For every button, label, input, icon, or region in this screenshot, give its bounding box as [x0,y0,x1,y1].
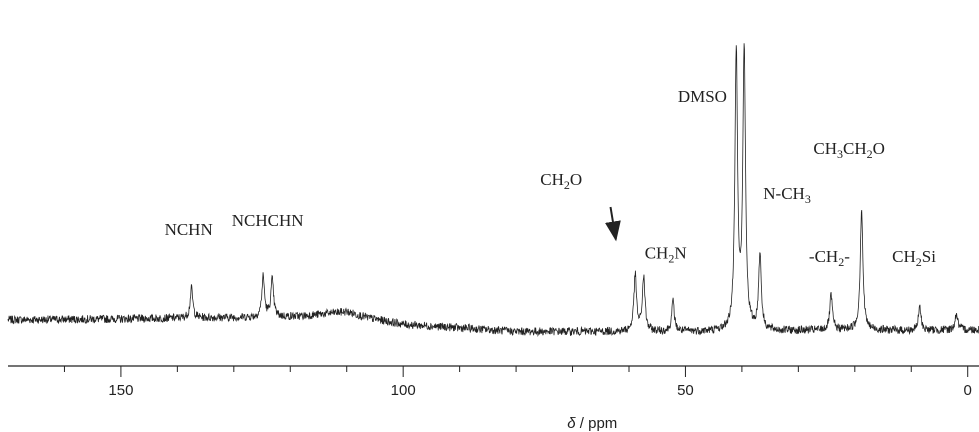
ch2o-arrow [605,206,621,242]
peak-annotations: NCHN NCHCHN CH2O CH2N DMSO N-CH3 -CH2- CH3CH2O C… [165,87,937,269]
spectrum-line [7,43,979,337]
peak-label: CH3CH2O [813,139,885,161]
x-axis-symbol: δ [567,415,576,432]
peak-label: -CH2- [809,247,850,269]
peak-label: NCHCHN [232,211,304,230]
peak-label: CH2O [540,170,582,192]
x-axis-unit: / ppm [580,415,618,432]
x-tick-label: 150 [108,382,133,399]
x-tick-label: 0 [964,382,972,399]
peak-label: CH2N [645,244,687,266]
peak-label: NCHN [165,220,213,239]
svg-text:δ / ppm: δ / ppm [567,415,617,432]
x-axis-title: δ / ppm [567,415,617,432]
x-axis: 150 100 50 0 [8,365,979,399]
peak-label: N-CH3 [763,184,811,206]
x-tick-label: 50 [677,382,694,399]
plot-area [7,43,979,337]
peak-label: DMSO [678,87,727,106]
peak-label: CH2Si [892,247,936,269]
x-tick-label: 100 [391,382,416,399]
